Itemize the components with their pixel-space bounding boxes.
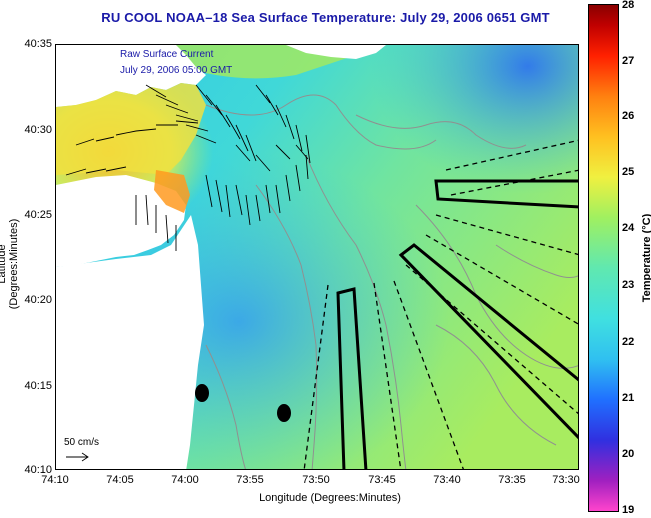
survey-boxes <box>336 179 578 469</box>
y-tick-label: 40:25 <box>24 209 52 221</box>
y-tick-label: 40:30 <box>24 124 52 136</box>
x-tick-label: 73:50 <box>302 474 330 486</box>
colorbar-tick: 23 <box>622 279 635 291</box>
x-tick-label: 73:45 <box>368 474 396 486</box>
surface-current-vectors <box>65 84 311 462</box>
legend-line-1: Raw Surface Current <box>120 49 214 60</box>
colorbar-tick: 19 <box>622 504 635 516</box>
sst-map-image <box>56 45 578 469</box>
x-tick-label: 73:40 <box>433 474 461 486</box>
temperature-colorbar <box>588 4 619 512</box>
land-shore <box>56 215 204 469</box>
x-tick-label: 74:10 <box>41 474 69 486</box>
legend-line-2: July 29, 2006 05:00 GMT <box>120 65 233 76</box>
colorbar-tick: 28 <box>622 0 635 11</box>
land-new-jersey <box>56 175 186 267</box>
y-axis-label: Latitude (Degrees:Minutes) <box>0 218 20 310</box>
x-tick-label: 73:35 <box>498 474 526 486</box>
colorbar-tick: 21 <box>622 392 635 404</box>
colorbar-tick: 22 <box>622 336 635 348</box>
x-axis-label: Longitude (Degrees:Minutes) <box>259 492 401 504</box>
colorbar-tick: 20 <box>622 448 635 460</box>
station-dot <box>277 404 291 422</box>
colorbar-tick: 26 <box>622 110 635 122</box>
x-tick-label: 74:05 <box>106 474 134 486</box>
y-tick-label: 40:10 <box>24 464 52 476</box>
colorbar-tick: 27 <box>622 55 635 67</box>
y-tick-label: 40:35 <box>24 38 52 50</box>
colorbar-tick: 25 <box>622 166 635 178</box>
bathymetry-contours <box>205 94 578 469</box>
x-tick-label: 73:30 <box>552 474 580 486</box>
colorbar-tick: 24 <box>622 222 635 234</box>
y-tick-label: 40:15 <box>24 380 52 392</box>
map-title: RU COOL NOAA–18 Sea Surface Temperature:… <box>101 10 550 25</box>
land-north <box>56 45 206 107</box>
colorbar-label: Temperature (°C) <box>641 213 651 303</box>
vector-scale-label: 50 cm/s <box>64 437 100 448</box>
x-tick-label: 73:55 <box>236 474 264 486</box>
x-tick-label: 74:00 <box>171 474 199 486</box>
sst-map: Raw Surface Current July 29, 2006 05:00 … <box>55 44 579 470</box>
y-tick-label: 40:20 <box>24 294 52 306</box>
station-dot <box>195 384 209 402</box>
